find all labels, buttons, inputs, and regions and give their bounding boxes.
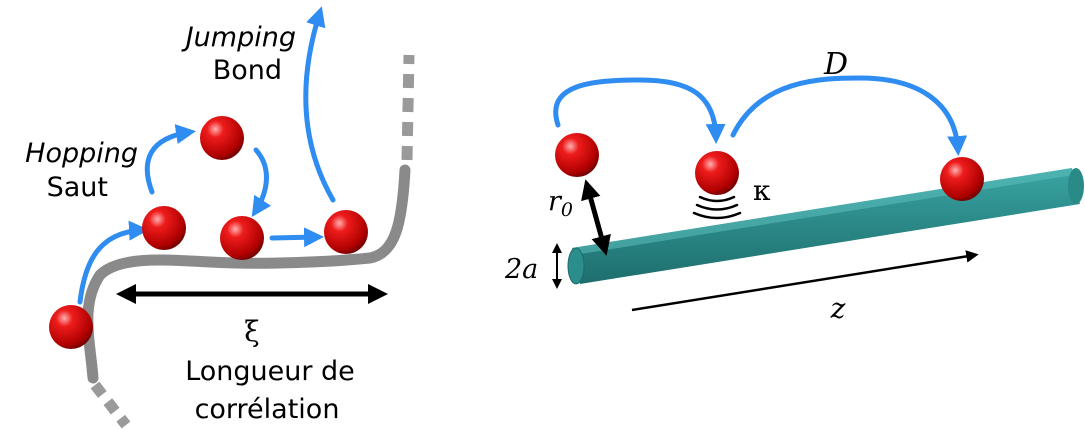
rate-label: κ (753, 174, 771, 207)
binding-waves-icon (692, 195, 742, 220)
hopping-label: Hopping (25, 138, 138, 169)
hop-arrow-3 (251, 147, 272, 218)
hop-arrow-4 (269, 227, 324, 248)
radius-arrow (581, 179, 611, 256)
radius-subscript: 0 (561, 199, 573, 221)
z-axis-arrow (631, 250, 979, 312)
particle (142, 206, 186, 250)
z-label: z (830, 292, 846, 325)
right-panel: D r0 2a κ z (504, 47, 1084, 325)
saut-label: Saut (47, 172, 108, 203)
correlation-label-line2: corrélation (195, 394, 340, 425)
right-particles (555, 133, 984, 201)
hop-arrow-1 (77, 220, 149, 305)
diffusion-arrow-left (553, 77, 726, 144)
chain-dash-top (401, 54, 415, 161)
left-panel: Hopping Saut Jumping Bond ξ Longueur de … (25, 6, 415, 429)
hop-arrow-2 (144, 124, 196, 195)
diffusion-label: D (823, 47, 848, 82)
chain-dash-bottom (90, 381, 131, 429)
rod-end-cap (567, 247, 585, 285)
hopping-arrows (77, 6, 336, 305)
particle (200, 116, 244, 160)
radius-label: r0 (548, 186, 573, 221)
particle (220, 216, 264, 260)
correlation-label-line1: Longueur de (185, 356, 355, 387)
jumping-label: Jumping (181, 22, 296, 53)
particle (49, 305, 93, 349)
particle (940, 157, 984, 201)
polymer-chain (82, 54, 415, 429)
rod-far-end (1068, 168, 1084, 204)
particle (695, 151, 739, 195)
jump-arrow (303, 6, 336, 203)
diameter-label: 2a (504, 254, 538, 285)
radius-symbol: r (548, 186, 563, 217)
particle (324, 210, 368, 254)
diffusion-arrow-right (730, 75, 968, 156)
xi-symbol: ξ (244, 315, 259, 348)
rod (567, 168, 1084, 285)
particle (555, 133, 599, 177)
left-particles (49, 116, 368, 349)
bond-label: Bond (213, 55, 282, 86)
diffusion-arrows (553, 75, 968, 156)
